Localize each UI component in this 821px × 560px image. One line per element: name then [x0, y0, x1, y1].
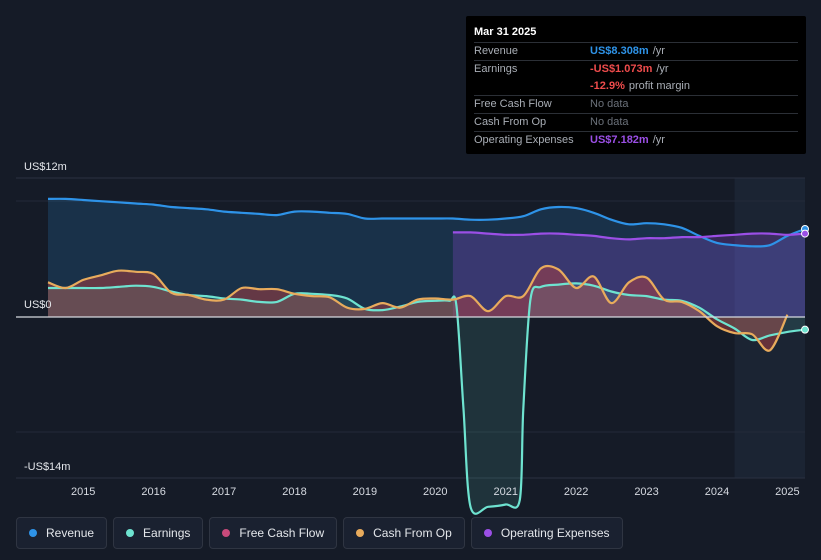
y-tick-label-bottom: -US$14m [24, 461, 70, 473]
legend-label-earnings: Earnings [143, 526, 191, 540]
tooltip-value-cfo: No data [590, 116, 629, 128]
y-tick-label-top: US$12m [24, 161, 67, 173]
tooltip-value-margin: -12.9% [590, 80, 625, 92]
x-tick-label: 2018 [282, 486, 306, 498]
cfo-area [48, 266, 788, 351]
tooltip-label-earnings: Earnings [474, 63, 518, 75]
earnings-line [48, 282, 806, 515]
x-tick-label: 2022 [564, 486, 588, 498]
series-areas [48, 198, 805, 514]
chart: US$12m US$0 -US$14m 2015 2016 2017 2018 2019… [16, 161, 809, 515]
x-tick-label: 2025 [775, 486, 799, 498]
chart-legend: Revenue Earnings Free Cash Flow Cash Fro… [16, 517, 623, 549]
gridlines [16, 177, 805, 479]
tooltip-row-fcf: Free Cash Flow No data [474, 95, 798, 112]
legend-item-cfo[interactable]: Cash From Op [343, 517, 465, 549]
series-endpoints [801, 224, 809, 334]
tooltip-label-revenue: Revenue [474, 45, 519, 57]
tooltip-row-opex: Operating Expenses US$7.182m /yr [474, 131, 798, 148]
legend-dot-cfo [356, 529, 365, 537]
x-tick-label: 2024 [705, 486, 729, 498]
tooltip-unit-margin: profit margin [628, 80, 690, 92]
tooltip-unit-earnings: /yr [656, 63, 669, 75]
x-tick-label: 2020 [423, 486, 447, 498]
x-axis-tick-labels: 2015 2016 2017 2018 2019 2020 2021 2022 2023 2024… [71, 486, 800, 498]
tooltip-value-revenue: US$8.308m [590, 45, 649, 57]
tooltip-label-fcf: Free Cash Flow [474, 98, 552, 110]
legend-item-opex[interactable]: Operating Expenses [470, 517, 623, 549]
x-tick-label: 2023 [634, 486, 658, 498]
tooltip-unit-revenue: /yr [652, 45, 665, 57]
tooltip-value-earnings: -US$1.073m [590, 63, 653, 75]
forecast-highlight-band [734, 178, 805, 478]
legend-label-fcf: Free Cash Flow [239, 526, 325, 540]
legend-label-revenue: Revenue [46, 526, 95, 540]
legend-dot-earnings [126, 529, 135, 537]
tooltip-unit-opex: /yr [652, 134, 665, 146]
opex-endpoint [801, 229, 809, 238]
tooltip-row-revenue: Revenue US$8.308m /yr [474, 42, 798, 59]
tooltip-label-opex: Operating Expenses [474, 134, 574, 146]
legend-item-revenue[interactable]: Revenue [16, 517, 108, 549]
tooltip-date: Mar 31 2025 [474, 26, 537, 38]
opex-area [452, 232, 805, 317]
cfo-line [47, 264, 789, 352]
legend-item-fcf[interactable]: Free Cash Flow [209, 517, 338, 549]
legend-item-earnings[interactable]: Earnings [113, 517, 204, 549]
x-tick-label: 2019 [353, 486, 377, 498]
opex-line [452, 231, 806, 241]
tooltip-row-cfo: Cash From Op No data [474, 113, 798, 130]
revenue-area [48, 198, 805, 317]
data-tooltip: Mar 31 2025 Revenue US$8.308m /yr Earnin… [466, 16, 806, 154]
tooltip-value-opex: US$7.182m [590, 134, 649, 146]
fcf-area [48, 266, 788, 351]
legend-dot-opex [483, 529, 492, 537]
x-tick-label: 2016 [141, 486, 165, 498]
series-lines [16, 197, 806, 515]
x-tick-label: 2021 [493, 486, 517, 498]
earnings-area [48, 283, 805, 514]
tooltip-value-fcf: No data [590, 98, 629, 110]
legend-label-cfo: Cash From Op [373, 526, 452, 540]
legend-label-opex: Operating Expenses [500, 526, 610, 540]
earnings-endpoint [801, 325, 809, 334]
revenue-line [47, 197, 806, 248]
x-tick-label: 2015 [71, 486, 95, 498]
tooltip-row-earnings: Earnings -US$1.073m /yr [474, 60, 798, 77]
tooltip-row-margin: -12.9% profit margin [474, 78, 798, 94]
y-tick-label-zero: US$0 [24, 299, 52, 311]
legend-dot-revenue [29, 529, 37, 537]
tooltip-label-cfo: Cash From Op [474, 116, 547, 128]
x-tick-label: 2017 [212, 486, 236, 498]
legend-dot-fcf [222, 529, 231, 537]
